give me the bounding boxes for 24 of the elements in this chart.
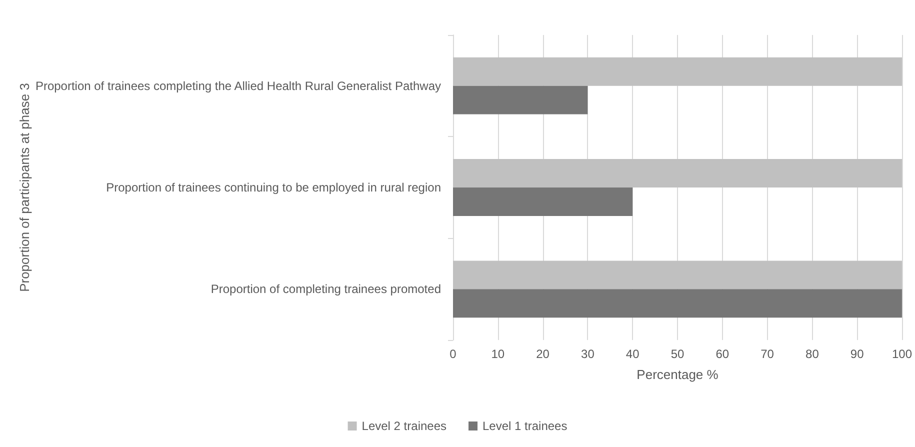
x-tick-label: 50	[670, 347, 684, 361]
x-tick-label: 90	[850, 347, 864, 361]
x-tick-label: 20	[536, 347, 550, 361]
x-tick-label: 70	[760, 347, 774, 361]
legend-label: Level 1 trainees	[482, 419, 568, 433]
x-tick-label: 40	[626, 347, 640, 361]
x-axis-title: Percentage %	[636, 367, 719, 382]
bar	[453, 188, 633, 216]
bar	[453, 159, 902, 188]
y-axis-title: Proportion of participants at phase 3	[16, 83, 32, 292]
legend-label: Level 2 trainees	[362, 419, 447, 433]
x-tick-label: 30	[581, 347, 595, 361]
x-tick-label: 60	[716, 347, 730, 361]
bar	[453, 86, 588, 114]
y-tick-label: Proportion of trainees continuing to be employed in rural region	[106, 180, 441, 194]
y-tick-label: Proportion of trainees completing the Allied Health Rural Generalist Pathway	[35, 78, 441, 93]
x-tick-label: 10	[491, 347, 505, 361]
bar	[453, 57, 902, 86]
x-tick-label: 80	[806, 347, 820, 361]
bar	[453, 260, 902, 290]
bar	[453, 289, 902, 318]
x-tick-label: 100	[892, 347, 912, 361]
y-tick-label: Proportion of completing trainees promoted	[210, 282, 441, 296]
x-tick-label: 0	[450, 347, 457, 361]
